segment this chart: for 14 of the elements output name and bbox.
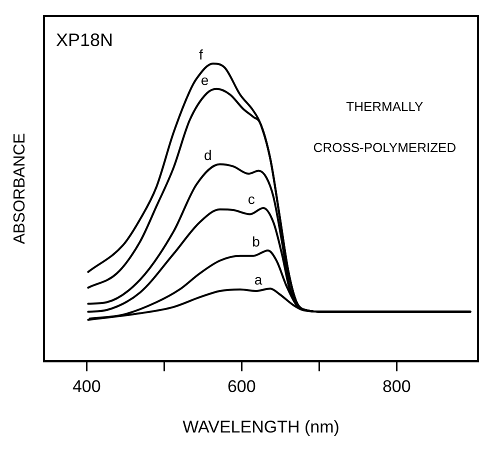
x-axis-title: WAVELENGTH (nm) [182,417,340,436]
x-tick-label: 800 [382,377,411,396]
series-label: b [252,233,260,250]
y-axis-title: ABSORBANCE [11,133,28,244]
annotation: CROSS-POLYMERIZED [313,140,456,155]
x-tick-label: 600 [227,377,256,396]
series-label: c [248,190,255,207]
series-label: a [254,271,262,288]
series-label: e [200,72,209,88]
series-label: f [199,46,204,62]
series-label: d [204,147,212,164]
text: XP18N [56,30,114,50]
annotation: THERMALLY [346,99,424,114]
x-tick-label: 400 [72,377,101,396]
